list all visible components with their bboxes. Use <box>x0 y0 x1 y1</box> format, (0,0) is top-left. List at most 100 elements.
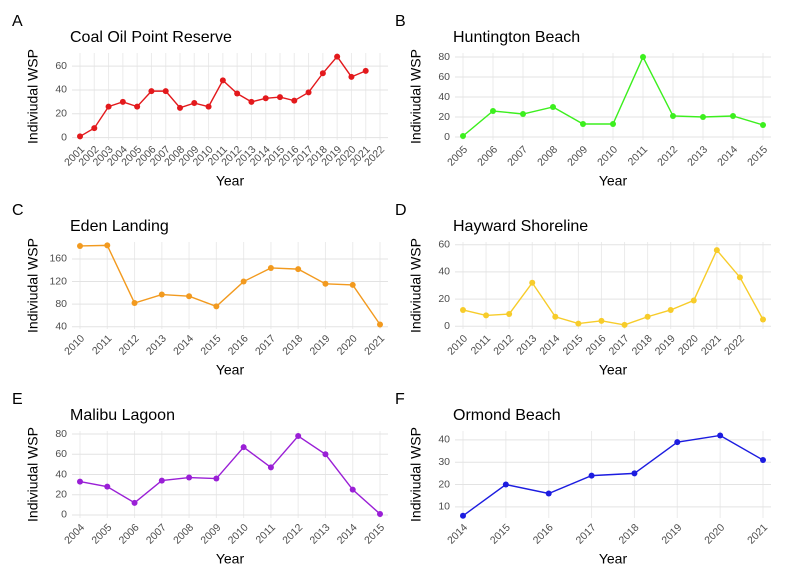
data-point <box>186 293 193 300</box>
data-point <box>760 457 766 463</box>
data-point <box>640 54 646 60</box>
x-axis-label: Year <box>599 173 628 189</box>
x-tick-label: 2014 <box>171 332 196 357</box>
panel-label: C <box>12 202 24 219</box>
x-tick-label: 2009 <box>198 521 223 546</box>
data-point <box>483 312 490 319</box>
data-point <box>644 313 651 320</box>
x-tick-label: 2010 <box>595 143 620 168</box>
y-tick-label: 0 <box>444 320 450 332</box>
data-point <box>690 297 697 304</box>
data-point <box>760 316 766 323</box>
y-tick-label: 40 <box>438 91 450 103</box>
data-point <box>240 278 247 285</box>
data-point <box>322 280 329 287</box>
x-tick-label: 2012 <box>491 332 516 357</box>
x-tick-label: 2015 <box>560 332 585 357</box>
chart-title: Huntington Beach <box>453 29 580 46</box>
x-axis-label: Year <box>216 551 245 567</box>
series-line <box>462 248 764 326</box>
y-axis-label: Indiviudal WSP <box>408 49 424 144</box>
x-tick-label: 2020 <box>676 332 701 357</box>
x-tick-label: 2007 <box>144 521 169 546</box>
series-line <box>79 435 381 515</box>
data-point <box>348 73 355 80</box>
data-point <box>580 121 586 127</box>
y-tick-label: 40 <box>438 434 450 446</box>
x-tick-label: 2021 <box>362 332 387 357</box>
x-tick-label: 2017 <box>607 332 632 357</box>
y-tick-label: 0 <box>444 131 450 143</box>
panel-label: B <box>395 13 406 30</box>
x-tick-label: 2012 <box>280 521 305 546</box>
x-tick-label: 2015 <box>362 521 387 546</box>
x-tick-label: 2014 <box>537 332 562 357</box>
data-point <box>186 474 193 481</box>
data-point <box>158 477 165 484</box>
data-point <box>506 311 513 318</box>
data-point <box>319 70 326 77</box>
data-point <box>131 499 138 506</box>
data-point <box>277 94 283 101</box>
x-tick-label: 2006 <box>117 521 142 546</box>
data-point <box>234 90 241 97</box>
panel-label: F <box>395 391 405 408</box>
data-point <box>545 490 552 497</box>
chart-title: Eden Landing <box>70 218 169 235</box>
data-point <box>105 103 112 110</box>
x-tick-label: 2021 <box>699 332 724 357</box>
data-point <box>213 303 220 310</box>
data-point <box>334 53 341 60</box>
x-tick-label: 2004 <box>62 521 87 546</box>
chart-title: Ormond Beach <box>453 407 561 424</box>
x-tick-label: 2013 <box>144 332 169 357</box>
data-point <box>77 478 83 485</box>
data-point <box>610 121 616 127</box>
data-point <box>91 125 98 132</box>
y-tick-label: 40 <box>55 321 67 333</box>
data-point <box>598 317 605 324</box>
y-tick-label: 60 <box>55 448 67 460</box>
x-tick-label: 2011 <box>90 332 115 357</box>
x-tick-label: 2005 <box>89 521 114 546</box>
y-axis-label: Indiviudal WSP <box>25 49 41 144</box>
chart-title: Coal Oil Point Reserve <box>70 29 232 46</box>
data-point <box>502 481 509 488</box>
data-point <box>191 100 198 107</box>
y-tick-label: 20 <box>55 108 67 120</box>
x-tick-label: 2010 <box>226 521 251 546</box>
x-tick-label: 2016 <box>226 332 251 357</box>
data-point <box>730 113 736 119</box>
x-axis-label: Year <box>216 173 245 189</box>
y-tick-label: 40 <box>55 468 67 480</box>
y-axis-label: Indiviudal WSP <box>408 238 424 333</box>
data-point <box>267 264 274 271</box>
x-tick-label: 2019 <box>659 521 684 546</box>
y-tick-label: 20 <box>438 111 450 123</box>
data-point <box>134 103 141 110</box>
x-tick-label: 2017 <box>574 521 599 546</box>
x-tick-label: 2015 <box>488 521 513 546</box>
x-tick-label: 2013 <box>514 332 539 357</box>
x-tick-label: 2020 <box>335 332 360 357</box>
data-point <box>219 77 226 84</box>
y-tick-label: 80 <box>55 298 67 310</box>
data-point <box>667 306 674 313</box>
x-axis-label: Year <box>599 362 628 378</box>
y-tick-label: 40 <box>438 266 450 278</box>
x-tick-label: 2012 <box>117 332 142 357</box>
data-point <box>760 122 766 128</box>
x-tick-label: 2016 <box>531 521 556 546</box>
x-tick-label: 2011 <box>469 332 494 357</box>
y-tick-label: 120 <box>49 275 67 287</box>
y-tick-label: 20 <box>438 478 450 490</box>
x-tick-label: 2018 <box>280 332 305 357</box>
x-tick-label: 2013 <box>308 521 333 546</box>
x-tick-label: 2018 <box>630 332 655 357</box>
data-point <box>158 291 165 298</box>
y-tick-label: 40 <box>55 84 67 96</box>
x-tick-label: 2015 <box>745 143 770 168</box>
x-tick-label: 2019 <box>653 332 678 357</box>
data-point <box>377 510 383 517</box>
data-point <box>177 104 183 111</box>
